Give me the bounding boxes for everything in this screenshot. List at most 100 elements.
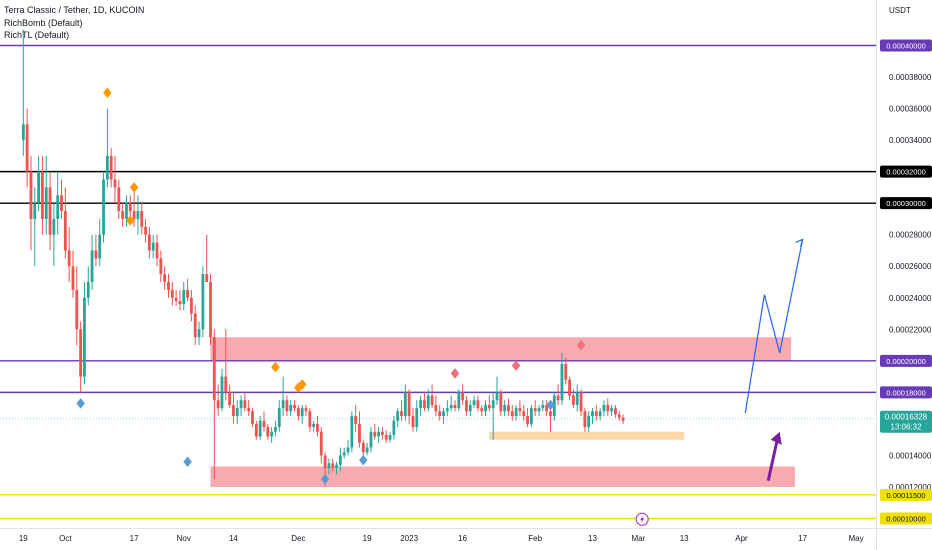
y-tick-label: 0.00012000 bbox=[889, 483, 932, 492]
candle-body bbox=[423, 400, 426, 409]
candle-body bbox=[228, 392, 231, 405]
candle-body bbox=[60, 195, 63, 212]
horizontal-line-label: 0.00020000 bbox=[886, 357, 926, 366]
x-tick-label: Apr bbox=[735, 534, 748, 543]
candle-body bbox=[197, 329, 201, 338]
candle-body bbox=[602, 404, 606, 412]
candle-body bbox=[285, 400, 289, 412]
candle-body bbox=[201, 274, 205, 330]
candle-body bbox=[560, 363, 564, 401]
x-tick-label: Mar bbox=[631, 534, 645, 543]
candle-body bbox=[254, 423, 258, 437]
candle-body bbox=[159, 258, 163, 275]
candle-body bbox=[583, 411, 587, 428]
candle-body bbox=[296, 408, 300, 417]
candle-body bbox=[289, 404, 293, 412]
sell-signal-marker bbox=[103, 87, 112, 99]
candle-body bbox=[33, 203, 37, 219]
candle-body bbox=[591, 411, 594, 417]
sell-signal-marker bbox=[125, 215, 135, 226]
horizontal-line-label: 0.00011500 bbox=[886, 491, 925, 500]
candle-body bbox=[86, 282, 90, 298]
candle-body bbox=[151, 242, 155, 251]
sell-signal-marker bbox=[129, 181, 139, 193]
candle-body bbox=[442, 411, 445, 417]
candle-body bbox=[461, 392, 465, 401]
candle-body bbox=[572, 395, 575, 405]
candle-body bbox=[537, 408, 541, 412]
candle-body bbox=[335, 464, 338, 469]
candle-body bbox=[514, 408, 518, 417]
candle-body bbox=[556, 395, 560, 401]
candle-body bbox=[568, 379, 571, 396]
candle-body bbox=[56, 195, 60, 219]
candle-body bbox=[369, 431, 373, 448]
candle-body bbox=[247, 408, 251, 412]
candle-body bbox=[300, 408, 304, 417]
candle-body bbox=[361, 442, 365, 453]
sell-signal-marker bbox=[271, 361, 280, 373]
candle-body bbox=[541, 404, 545, 409]
candle-body bbox=[117, 187, 121, 212]
candle-body bbox=[338, 455, 342, 465]
sell-signal-marker bbox=[450, 368, 460, 379]
candle-body bbox=[90, 250, 94, 282]
candle-body bbox=[606, 404, 610, 412]
candle-body bbox=[400, 411, 403, 417]
candle-body bbox=[52, 218, 56, 235]
price-zone bbox=[210, 337, 792, 361]
trend-arrow bbox=[766, 437, 780, 481]
chart-title: Terra Classic / Tether, 1D, KUCOIN bbox=[4, 5, 145, 15]
candle-body bbox=[274, 427, 277, 432]
candle-body bbox=[610, 408, 613, 412]
candle-body bbox=[48, 187, 52, 235]
candle-body bbox=[136, 211, 140, 219]
candle-body bbox=[235, 408, 239, 417]
candle-body bbox=[522, 411, 526, 417]
horizontal-line-tag bbox=[880, 165, 932, 178]
candle-body bbox=[224, 376, 228, 393]
horizontal-line-label: 0.00040000 bbox=[886, 42, 926, 51]
candle-body bbox=[205, 274, 209, 282]
candle-body bbox=[29, 171, 33, 219]
x-tick-label: Nov bbox=[177, 534, 191, 543]
x-tick-label: 19 bbox=[19, 534, 28, 543]
candle-body bbox=[94, 250, 98, 259]
candle-body bbox=[487, 404, 491, 409]
candle-body bbox=[128, 203, 132, 212]
trend-arrow-head bbox=[770, 431, 782, 445]
x-tick-label: 17 bbox=[798, 534, 807, 543]
candle-body bbox=[79, 329, 83, 377]
sell-signal-marker bbox=[576, 339, 586, 351]
horizontal-line-tag bbox=[880, 354, 932, 367]
candle-body bbox=[67, 250, 71, 267]
candle-body bbox=[220, 376, 224, 409]
candle-body bbox=[266, 427, 270, 437]
projection-path bbox=[744, 239, 804, 413]
candle-body bbox=[113, 179, 117, 188]
price-zone bbox=[489, 431, 685, 440]
horizontal-line-label: 0.00032000 bbox=[886, 168, 926, 177]
candle-body bbox=[579, 392, 583, 412]
candle-body bbox=[44, 187, 48, 219]
indicator-richbomb: RichBomb (Default) bbox=[4, 17, 83, 28]
candle-body bbox=[121, 211, 125, 219]
candle-body bbox=[125, 203, 128, 219]
x-tick-label: 17 bbox=[130, 534, 139, 543]
candle-body bbox=[396, 411, 400, 421]
candle-body bbox=[411, 416, 415, 428]
last-price-tag bbox=[880, 410, 932, 433]
x-tick-label: 13 bbox=[680, 534, 689, 543]
candle-body bbox=[304, 408, 308, 412]
candle-body bbox=[495, 392, 499, 401]
candle-body bbox=[529, 408, 533, 424]
projection-arrowhead bbox=[795, 238, 804, 247]
candle-body bbox=[491, 400, 495, 409]
candle-body bbox=[354, 416, 358, 424]
candle-body bbox=[457, 392, 461, 409]
buy-signal-marker bbox=[320, 473, 330, 485]
candle-body bbox=[174, 297, 178, 301]
candle-body bbox=[140, 211, 144, 227]
candle-body bbox=[430, 395, 434, 405]
